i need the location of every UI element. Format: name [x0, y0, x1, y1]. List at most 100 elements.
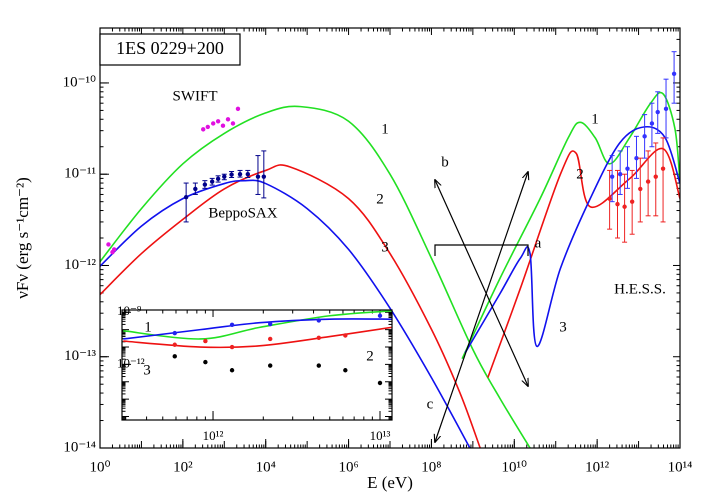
data-point [343, 333, 348, 338]
annotation: c [427, 396, 434, 412]
data-point [183, 194, 189, 200]
data-point [268, 336, 273, 342]
plot-frame [122, 310, 392, 420]
data-point [205, 124, 210, 130]
x-tick-label: 10² [173, 459, 193, 475]
data-point [642, 134, 647, 139]
data-point [268, 363, 273, 368]
y-axis-label: νFν (erg s⁻¹cm⁻²) [13, 177, 32, 299]
x-tick-label: 10¹⁴ [668, 459, 693, 475]
x-tick-label: 10⁶ [338, 459, 358, 475]
data-point [230, 121, 236, 126]
annotation: 1 [381, 121, 389, 137]
x-tick-label: 10¹² [203, 428, 224, 443]
data-point [255, 174, 261, 179]
data-point [215, 176, 221, 182]
x-tick-label: 10⁴ [256, 459, 276, 475]
data-point [237, 172, 243, 177]
data-point [645, 179, 651, 184]
x-tick-label: 10¹⁰ [502, 459, 528, 475]
data-point [625, 166, 630, 171]
plot-border [99, 27, 681, 449]
data-point [268, 321, 273, 327]
data-point [229, 344, 235, 350]
data-point [615, 201, 620, 207]
annotation: SWIFT [173, 88, 218, 104]
data-point [202, 182, 208, 187]
y-tick-label: 10⁻¹² [117, 355, 145, 370]
annotation: 1 [591, 111, 599, 127]
annotation: b [441, 154, 449, 170]
data-point [235, 106, 241, 112]
data-point [209, 179, 215, 184]
annotations: 1ES 0229+200 E (eV) νFν (erg s⁻¹cm⁻²) SW… [13, 33, 666, 492]
data-point [172, 354, 177, 359]
data-point [220, 123, 226, 128]
annotation: 3 [559, 319, 567, 335]
inset-annotation: 2 [366, 348, 374, 364]
data-point [617, 172, 623, 177]
data-point [172, 330, 177, 336]
data-point [377, 313, 383, 318]
y-tick-label: 10⁻¹¹ [64, 166, 96, 182]
arrow [435, 172, 528, 442]
data-point [316, 335, 321, 340]
data-point [106, 242, 111, 247]
data-point [215, 119, 221, 124]
data-point [671, 71, 677, 76]
data-point [660, 166, 666, 171]
data-point [663, 106, 669, 112]
annotation: 2 [576, 166, 584, 182]
annotation: H.E.S.S. [614, 281, 666, 297]
data-point [638, 186, 643, 192]
x-axis-label: E (eV) [367, 473, 413, 492]
x-tick-label: 10¹² [585, 459, 609, 475]
annotation: 3 [381, 239, 389, 255]
data-point [222, 174, 227, 179]
data-point [225, 117, 231, 122]
plot-border [121, 309, 393, 421]
data-point [377, 380, 383, 386]
data-point [172, 342, 177, 347]
data-point [261, 174, 267, 179]
data-point [343, 368, 348, 373]
x-tick-label: 10⁸ [421, 459, 441, 475]
y-tick-label: 10⁻⁹ [117, 303, 142, 318]
data-point [203, 338, 208, 344]
data-point [622, 204, 627, 209]
data-point [634, 155, 639, 161]
data-point [649, 121, 655, 126]
title-box [99, 33, 241, 66]
data-point [316, 318, 321, 323]
plot-area [123, 310, 392, 386]
data-point [210, 121, 216, 126]
inset-plot: 10¹² 10¹³ 10⁻⁹ 10⁻¹² [117, 303, 393, 443]
y-tick-label: 10⁻¹² [64, 257, 96, 273]
data-point [245, 172, 251, 177]
annotation: a [535, 235, 542, 251]
annotation: 2 [376, 191, 384, 207]
data-point [655, 109, 660, 115]
data-point [653, 174, 658, 179]
data-point [629, 199, 635, 204]
chart-title: 1ES 0229+200 [116, 38, 224, 58]
data-point [229, 368, 235, 373]
inset-annotation: 1 [144, 319, 152, 335]
data-point [229, 322, 235, 327]
x-tick-label: 10⁰ [89, 459, 110, 475]
inset-annotation: 3 [143, 362, 151, 378]
y-tick-label: 10⁻¹³ [64, 348, 96, 364]
data-point [607, 196, 612, 201]
y-tick-label: 10⁻¹⁴ [63, 439, 96, 455]
data-point [193, 186, 198, 192]
annotation: BeppoSAX [208, 205, 277, 221]
data-point [229, 172, 234, 177]
data-point [609, 174, 615, 179]
y-tick-label: 10⁻¹⁰ [63, 74, 96, 90]
data-point [203, 359, 208, 365]
data-point [201, 127, 206, 132]
x-tick-label: 10¹³ [370, 428, 391, 443]
data-point [316, 363, 321, 368]
data-point [111, 247, 117, 252]
